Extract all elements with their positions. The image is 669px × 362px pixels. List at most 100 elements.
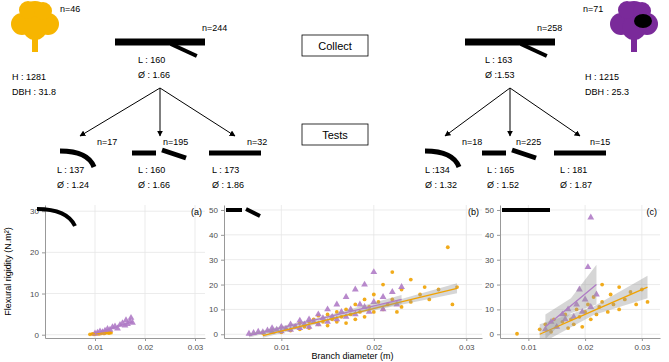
x-tick-mark — [145, 338, 146, 341]
y-tick-mark — [497, 334, 500, 335]
step-label: Tests — [322, 129, 348, 141]
x-tick-mark — [466, 338, 467, 341]
point — [353, 303, 357, 307]
grid-line — [528, 205, 529, 338]
plot-background — [224, 205, 482, 338]
y-tick: 10 — [485, 305, 500, 314]
x-tick: 0.01 — [88, 338, 104, 352]
arrow — [160, 88, 235, 136]
branch — [465, 39, 555, 46]
y-tick: 30 — [485, 256, 500, 265]
branch — [521, 44, 547, 56]
step-box — [302, 35, 368, 56]
y-tick: 10 — [209, 305, 224, 314]
y-tick-label: 20 — [30, 248, 39, 257]
point — [600, 283, 604, 287]
y-tick-mark — [497, 309, 500, 310]
y-tick-label: 30 — [485, 256, 494, 265]
blob — [634, 14, 652, 28]
icon-branch — [246, 209, 260, 216]
x-axis-line — [225, 338, 483, 339]
x-tick-label: 0.03 — [188, 343, 204, 352]
point — [361, 281, 368, 287]
arrow — [510, 88, 580, 136]
arrow — [160, 88, 161, 136]
point — [409, 278, 413, 282]
y-tick: 0 — [490, 330, 500, 339]
grid-line — [224, 284, 482, 285]
point — [609, 293, 613, 297]
x-axis: 0.010.020.03 — [501, 338, 661, 352]
plot-background — [45, 205, 205, 338]
x-tick-label: 0.02 — [138, 343, 154, 352]
label: n=32 — [247, 137, 267, 147]
y-tick-label: 0 — [490, 330, 495, 339]
point — [129, 319, 136, 325]
y-tick-label: 40 — [485, 231, 494, 240]
test-branch — [512, 150, 536, 158]
label: L : 181 — [560, 165, 587, 175]
y-tick: 0 — [214, 330, 224, 339]
panel-label: (b) — [468, 207, 479, 217]
grid-line — [641, 205, 642, 338]
x-tick-mark — [195, 338, 196, 341]
point — [451, 303, 455, 307]
marks — [515, 214, 649, 338]
x-tick-label: 0.03 — [459, 343, 475, 352]
grid-line — [195, 205, 196, 338]
y-tick-label: 0 — [214, 330, 219, 339]
grid-line — [45, 334, 205, 335]
y-tick-mark — [42, 335, 45, 336]
point — [363, 315, 367, 319]
grid-line — [500, 234, 660, 235]
grid-line — [45, 211, 205, 212]
grid-line — [500, 209, 660, 210]
point — [357, 301, 364, 307]
y-axis: 01020304050 — [209, 206, 224, 340]
point — [380, 293, 387, 299]
point — [395, 310, 399, 314]
tree-icon — [610, 1, 658, 52]
arrow — [445, 88, 510, 136]
branch — [115, 39, 205, 46]
label: n=225 — [516, 137, 541, 147]
branch — [171, 44, 197, 56]
x-tick-label: 0.01 — [88, 343, 104, 352]
label: Ø : 1.32 — [425, 180, 457, 190]
confidence-band — [545, 265, 596, 338]
label: L : 163 — [485, 55, 512, 65]
label: H : 1281 — [12, 72, 46, 82]
confidence-band — [249, 295, 402, 338]
y-axis-title: Flexural rigidity (N.m²) — [3, 227, 13, 316]
y-tick-mark — [221, 210, 224, 211]
test-branch — [554, 151, 606, 156]
point — [400, 305, 404, 309]
point — [344, 321, 348, 325]
grid-line — [95, 205, 96, 338]
point — [589, 317, 593, 321]
point — [398, 283, 405, 289]
x-axis-title: Branch diameter (m) — [311, 351, 393, 361]
label: n=195 — [163, 137, 188, 147]
point — [353, 317, 357, 321]
marks — [88, 314, 136, 336]
grid-line — [224, 209, 482, 210]
y-tick: 30 — [209, 256, 224, 265]
y-tick-mark — [497, 210, 500, 211]
panel-label: (a) — [191, 207, 202, 217]
fit-line — [545, 285, 596, 327]
x-tick: 0.03 — [459, 338, 475, 352]
label: L : 165 — [487, 165, 514, 175]
x-tick: 0.03 — [188, 338, 204, 352]
x-tick-mark — [281, 338, 282, 341]
label: n=15 — [590, 137, 610, 147]
x-axis-line — [501, 338, 661, 339]
icon-branch — [502, 208, 550, 212]
grid-line — [145, 205, 146, 338]
icon-branch — [37, 209, 75, 226]
y-tick-label: 40 — [209, 231, 218, 240]
point — [315, 310, 322, 316]
y-tick-label: 30 — [209, 256, 218, 265]
x-tick: 0.02 — [138, 338, 154, 352]
label: Ø :1.53 — [485, 70, 515, 80]
